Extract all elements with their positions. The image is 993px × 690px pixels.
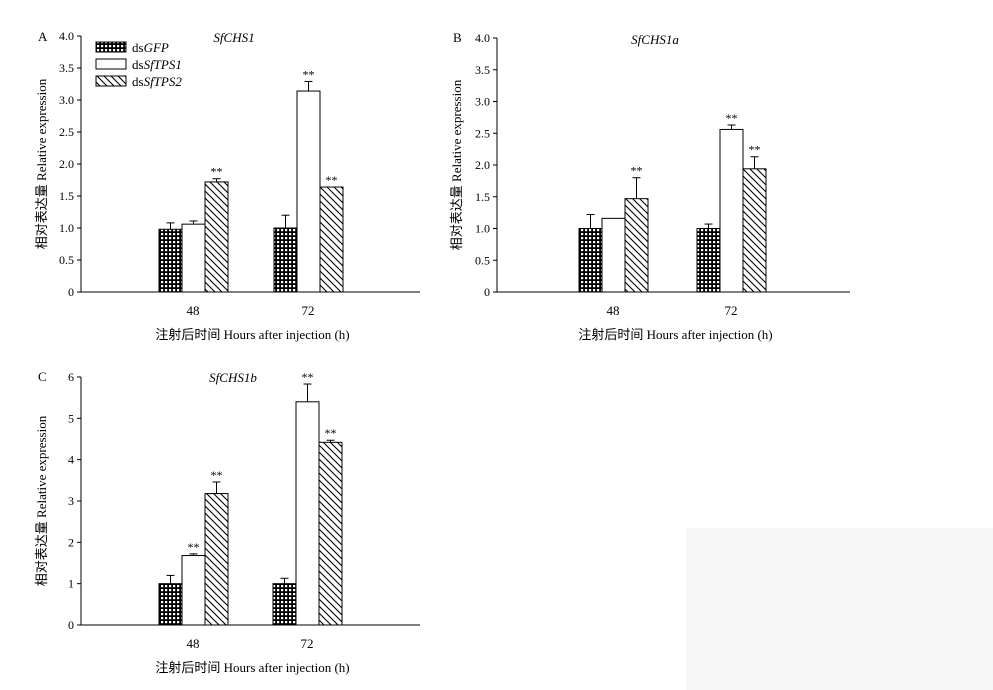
- bar-dsgfp-48: [578, 228, 603, 293]
- y-tick-label: 4.0: [59, 29, 74, 43]
- x-tick-label: 48: [187, 636, 200, 651]
- significance-mark: **: [726, 111, 738, 125]
- y-tick-label: 2.0: [59, 157, 74, 171]
- chart-title: SfCHS1b: [209, 370, 257, 385]
- y-tick-label: 1.0: [59, 221, 74, 235]
- significance-mark: **: [326, 173, 338, 187]
- significance-mark: **: [302, 370, 314, 384]
- x-axis-label: 注射后时间 Hours after injection (h): [578, 327, 772, 342]
- legend-swatch-sftps2: [95, 75, 127, 87]
- background-corner: [686, 528, 993, 690]
- y-tick-label: 3.5: [475, 63, 490, 77]
- x-tick-label: 48: [607, 303, 620, 318]
- y-tick-label: 1.0: [475, 222, 490, 236]
- y-tick-label: 0: [68, 285, 74, 299]
- x-tick-label: 72: [302, 303, 315, 318]
- bar-dssftps2-48: [624, 198, 649, 293]
- x-tick-label: 72: [301, 636, 314, 651]
- bar-dssftps1-72: [719, 128, 744, 293]
- y-tick-label: 2.5: [475, 126, 490, 140]
- y-tick-label: 0: [484, 285, 490, 299]
- legend-swatch-sftps1: [95, 58, 127, 70]
- bar-dssftps2-72: [318, 441, 343, 626]
- y-tick-label: 2.5: [59, 125, 74, 139]
- significance-mark: **: [631, 164, 643, 178]
- bar-dssftps1-72: [296, 90, 321, 293]
- significance-mark: **: [749, 143, 761, 157]
- y-tick-label: 0.5: [59, 253, 74, 267]
- chart-title: SfCHS1a: [631, 32, 679, 47]
- y-tick-label: 2: [68, 535, 74, 549]
- y-tick-label: 4: [68, 453, 74, 467]
- y-tick-label: 1: [68, 577, 74, 591]
- bar-dssftps1-48: [181, 223, 206, 293]
- chart-panel-b: 0 0.5 1.0 1.5 2.0 2.5 3.0 3.5 4.0 B SfCHS1a 相对表达量 R…: [449, 30, 850, 342]
- legend-label-gfp: dsGFP: [132, 40, 169, 55]
- panels-group: 0 0.5 1.0 1.5 2.0 2.5 3.0 3.5 4.0 A SfCHS1 相对表达量 Re…: [34, 29, 850, 675]
- y-tick-label: 3: [68, 494, 74, 508]
- bar-dsgfp-72: [273, 227, 298, 293]
- chart-title: SfCHS1: [213, 30, 254, 45]
- y-tick-label: 6: [68, 370, 74, 384]
- y-tick-label: 3.0: [59, 93, 74, 107]
- y-tick-label: 1.5: [475, 190, 490, 204]
- y-tick-label: 3.0: [475, 95, 490, 109]
- y-tick-label: 5: [68, 411, 74, 425]
- bar-dsgfp-72: [272, 583, 297, 626]
- y-tick-label: 4.0: [475, 31, 490, 45]
- bar-dssftps2-72: [319, 186, 344, 293]
- legend-swatch-gfp: [95, 41, 127, 53]
- y-axis-label: 相对表达量 Relative expression: [34, 415, 49, 586]
- panel-letter: C: [38, 369, 47, 384]
- x-axis-label: 注射后时间 Hours after injection (h): [155, 660, 349, 675]
- bar-dssftps2-48: [204, 181, 229, 293]
- x-tick-label: 48: [187, 303, 200, 318]
- y-tick-label: 0: [68, 618, 74, 632]
- bar-dsgfp-48: [158, 228, 183, 293]
- bar-dssftps1-72: [295, 401, 320, 626]
- y-tick-label: 1.5: [59, 189, 74, 203]
- x-tick-label: 72: [725, 303, 738, 318]
- legend-label-sftps2: dsSfTPS2: [132, 74, 182, 89]
- bar-dssftps1-48: [601, 217, 626, 293]
- bar-dssftps2-48: [204, 493, 229, 626]
- significance-mark: **: [188, 540, 200, 554]
- legend: dsGFP dsSfTPS1 dsSfTPS2: [95, 40, 182, 89]
- bar-dsgfp-72: [696, 228, 721, 293]
- chart-panel-c: 0 1 2 3 4 5 6 C SfCHS1b 相对表达量 Relative expression…: [34, 369, 420, 675]
- y-axis-label: 相对表达量 Relative expression: [449, 79, 464, 250]
- bar-dssftps2-72: [742, 168, 767, 293]
- y-tick-label: 0.5: [475, 253, 490, 267]
- significance-mark: **: [211, 468, 223, 482]
- y-tick-label: 3.5: [59, 61, 74, 75]
- significance-mark: **: [325, 426, 337, 440]
- significance-mark: **: [211, 165, 223, 179]
- panel-letter: B: [453, 30, 462, 45]
- y-tick-label: 2.0: [475, 158, 490, 172]
- panel-letter: A: [38, 29, 48, 44]
- chart-panel-a: 0 0.5 1.0 1.5 2.0 2.5 3.0 3.5 4.0 A SfCHS1 相对表达量 Re…: [34, 29, 420, 342]
- significance-mark: **: [303, 67, 315, 81]
- bar-dsgfp-48: [158, 583, 183, 626]
- legend-label-sftps1: dsSfTPS1: [132, 57, 182, 72]
- x-axis-label: 注射后时间 Hours after injection (h): [155, 327, 349, 342]
- bar-dssftps1-48: [181, 555, 206, 626]
- y-axis-label: 相对表达量 Relative expression: [34, 78, 49, 249]
